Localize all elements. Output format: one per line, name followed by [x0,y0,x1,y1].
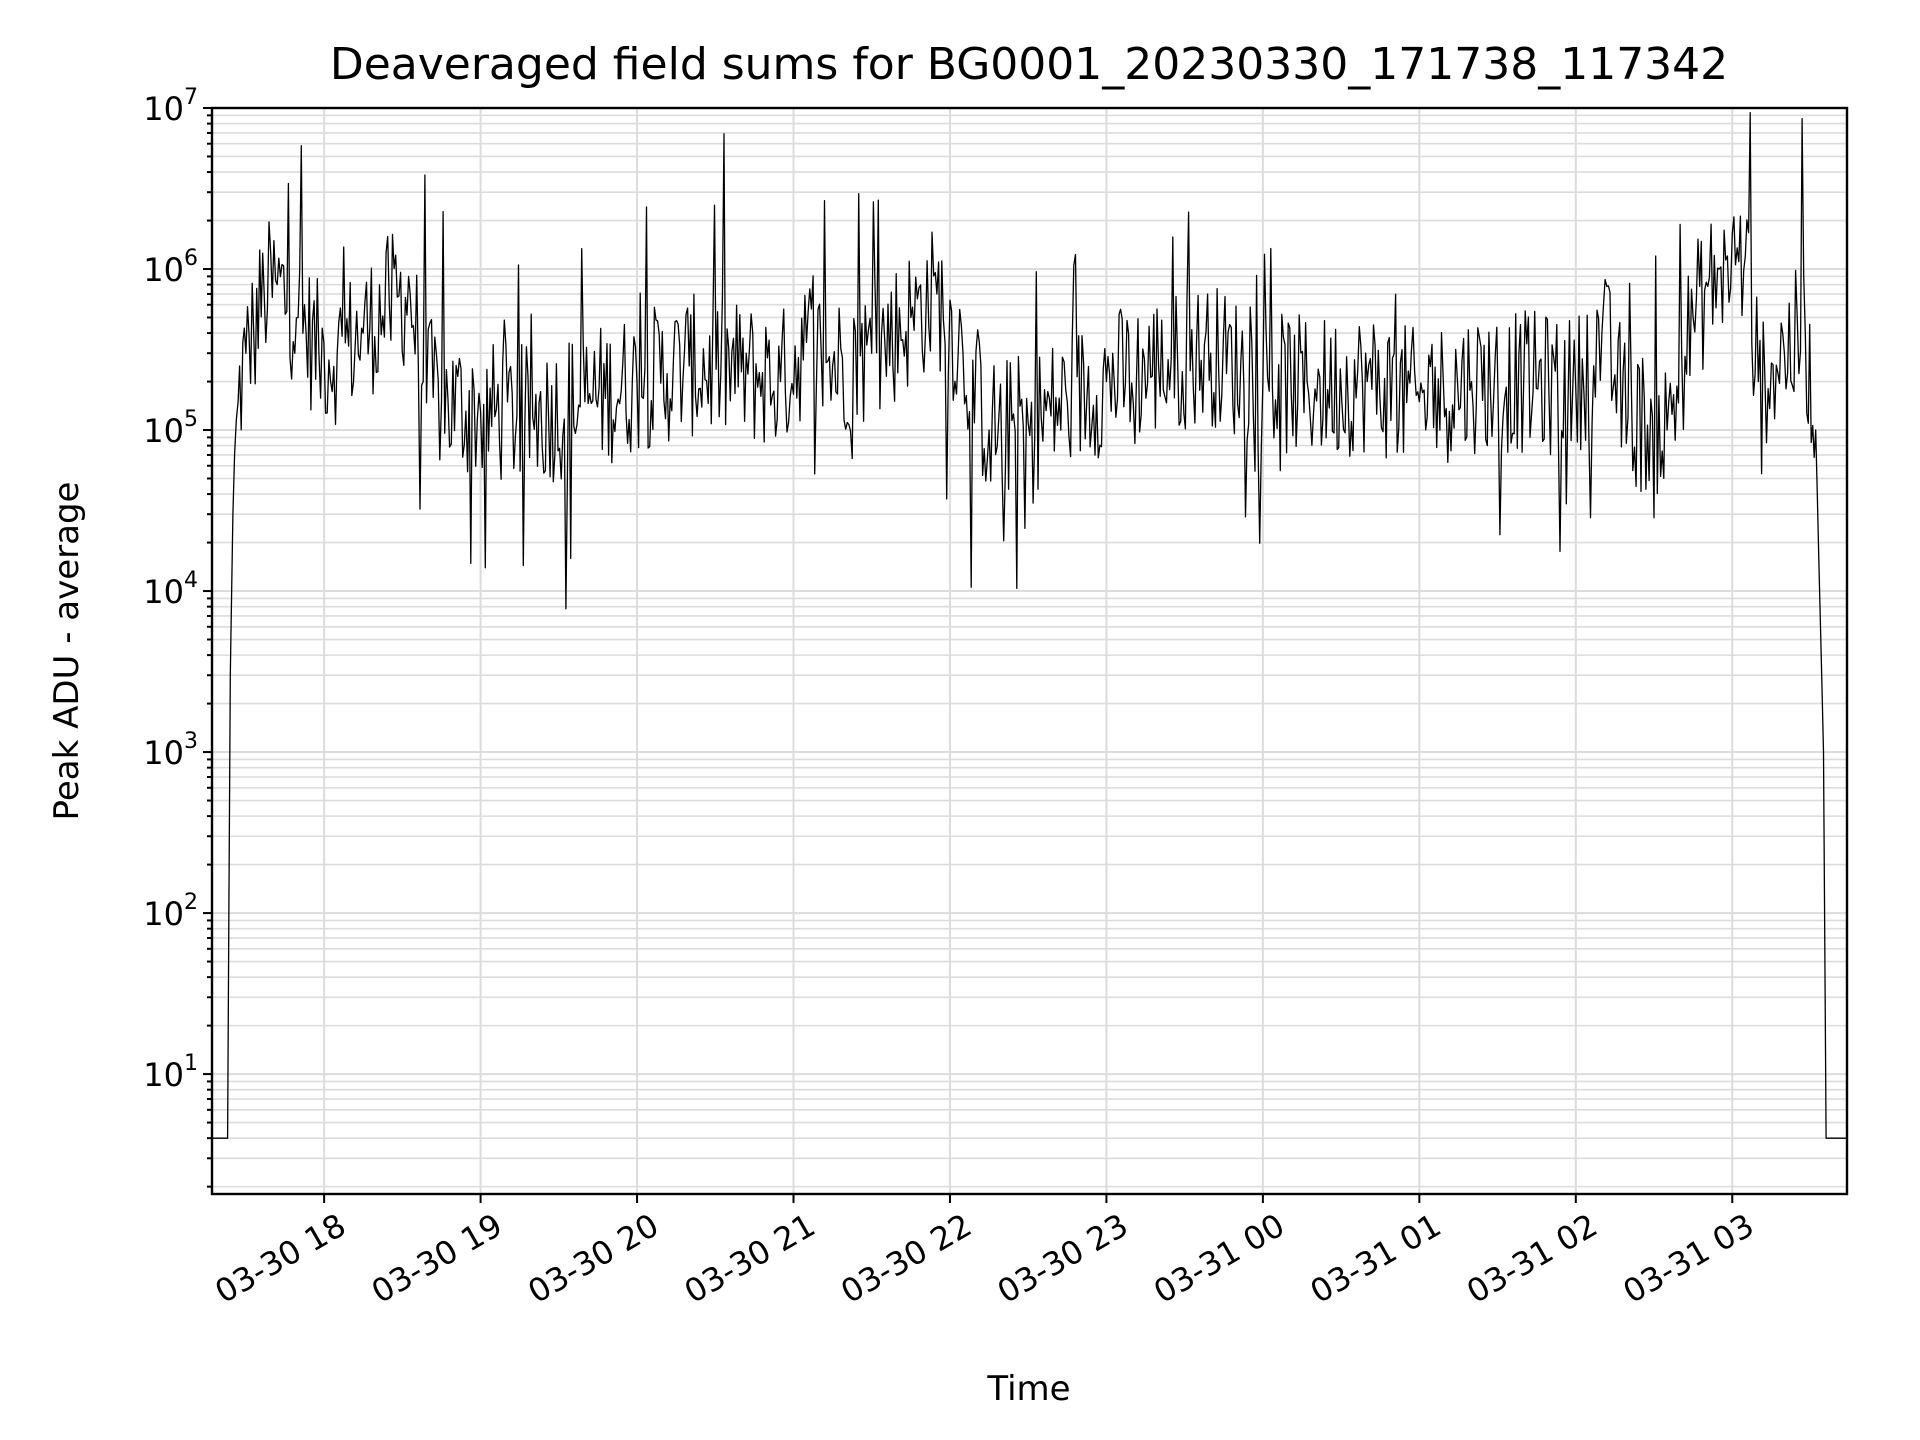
y-tick-label: 101 [143,1051,198,1094]
x-tick-label: 03-30 22 [834,1206,978,1311]
x-axis-label: Time [986,1369,1070,1409]
y-tick-label: 104 [143,568,198,611]
axis-ticks [203,107,1734,1203]
plot-frame [210,106,1849,1196]
y-tick-base: 10 [143,251,184,289]
y-axis-label: Peak ADU - average [47,482,87,821]
y-tick-base: 10 [143,412,184,450]
x-tick-label: 03-30 21 [678,1206,822,1311]
y-tick-exponent: 6 [184,246,198,271]
x-tick-label: 03-31 03 [1617,1206,1761,1311]
y-tick-label: 103 [143,729,198,772]
y-tick-exponent: 4 [184,568,198,593]
y-tick-base: 10 [143,895,184,933]
grid [212,107,1847,1194]
x-tick-labels: 03-30 18 03-30 19 03-30 20 03-30 21 03-30 22… [209,1206,1761,1311]
x-tick-label: 03-31 01 [1304,1206,1448,1311]
x-tick-label: 03-30 19 [365,1206,509,1311]
y-tick-exponent: 1 [184,1051,198,1076]
y-tick-exponent: 3 [184,729,198,754]
y-tick-exponent: 7 [184,85,198,110]
y-tick-base: 10 [143,734,184,772]
y-tick-label: 107 [143,85,198,128]
x-tick-label: 03-30 23 [991,1206,1135,1311]
y-tick-label: 106 [143,246,198,289]
series-line [212,111,1847,1139]
y-tick-base: 10 [143,1056,184,1094]
x-tick-label: 03-30 20 [521,1206,665,1311]
chart-title: Deaveraged field sums for BG0001_2023033… [330,39,1728,90]
y-tick-base: 10 [143,573,184,611]
y-tick-label: 102 [143,890,198,933]
y-tick-label: 105 [143,407,198,450]
y-tick-exponent: 2 [184,890,198,915]
y-tick-base: 10 [143,90,184,128]
x-tick-label: 03-31 00 [1147,1206,1291,1311]
x-tick-label: 03-30 18 [209,1206,353,1311]
x-tick-label: 03-31 02 [1460,1206,1604,1311]
y-tick-exponent: 5 [184,407,198,432]
